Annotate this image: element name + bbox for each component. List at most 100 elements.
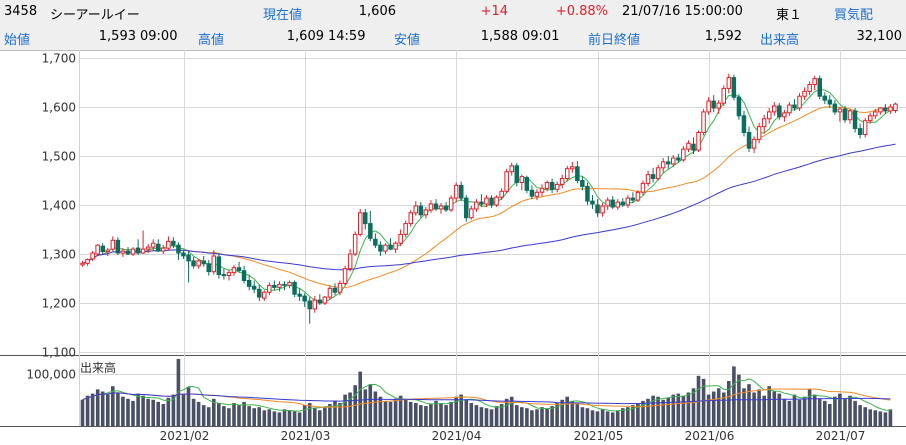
volume-bar: [737, 374, 741, 426]
volume-bar: [863, 407, 867, 426]
volume-bar: [843, 398, 847, 426]
candle-up: [453, 184, 459, 199]
volume-bar: [747, 384, 751, 426]
volume-bar: [237, 405, 241, 426]
candle-down: [741, 115, 747, 134]
volume-bar: [792, 394, 797, 426]
volume-bar: [590, 410, 595, 426]
volume-bar: [232, 403, 236, 426]
candle-down: [479, 201, 484, 205]
volume-bar: [343, 394, 347, 426]
volume-bar: [323, 407, 327, 426]
volume-bar: [671, 394, 676, 426]
candle-up: [893, 103, 898, 111]
date-tick-label: 2021/07: [816, 429, 866, 443]
volume-moving-averages: [82, 378, 891, 412]
volume-bar: [272, 411, 277, 426]
volume-bar: [661, 399, 665, 426]
volume-bar: [479, 407, 484, 426]
volume-bar: [701, 378, 706, 426]
candle-down: [100, 245, 105, 253]
volume-bar: [610, 412, 615, 426]
volume-bar: [363, 389, 368, 426]
volume-bar: [580, 407, 585, 426]
candle-up: [802, 90, 807, 97]
low-time: 09:01: [522, 29, 560, 44]
volume-bar: [873, 410, 878, 426]
candle-down: [575, 166, 580, 182]
candle-up: [262, 291, 267, 299]
candle-up: [95, 244, 100, 255]
candle-up: [166, 240, 171, 249]
candle-down: [246, 280, 252, 287]
order-book-link[interactable]: 買気配: [834, 8, 874, 23]
candle-down: [817, 78, 822, 97]
candle-up: [327, 287, 333, 298]
candle-down: [580, 180, 585, 187]
quote-datetime: 21/07/16 15:00:00: [622, 4, 743, 19]
price-tick-label: 1,700: [42, 52, 76, 66]
volume-value: 32,100: [856, 29, 903, 44]
volume-bar: [641, 400, 645, 426]
candle-down: [221, 274, 227, 277]
quote-details: 始値 1,593 09:00 高値 1,609 14:59 安値 1,588 0…: [0, 25, 906, 51]
candle-down: [378, 244, 383, 252]
candle-up: [716, 102, 721, 109]
prev-close-label: 前日終値: [588, 33, 641, 48]
volume-bar: [499, 404, 504, 426]
candle-up: [161, 247, 166, 252]
volume-bar: [555, 403, 559, 426]
stock-code: 3458: [4, 4, 38, 19]
volume-bar: [297, 412, 302, 426]
candle-down: [216, 256, 222, 275]
volume-bar: [247, 406, 251, 426]
volume-bar: [525, 408, 529, 426]
volume-bar: [489, 409, 494, 426]
open-price: 1,593: [98, 29, 136, 44]
volume-bar: [504, 398, 509, 426]
volume-bar: [171, 394, 176, 426]
candle-up: [605, 199, 610, 207]
volume-bar: [817, 398, 822, 426]
candle-up: [474, 201, 479, 210]
volume-bar: [444, 405, 448, 426]
candle-up: [145, 246, 151, 250]
volume-bar: [217, 403, 221, 426]
candle-up: [322, 296, 328, 304]
open-label: 始値: [4, 33, 31, 48]
candle-up: [438, 205, 444, 210]
high-price: 1,609: [286, 29, 324, 44]
candle-up: [615, 201, 620, 208]
candle-down: [524, 177, 530, 191]
volume-bar: [711, 391, 716, 426]
volume-bar: [878, 411, 883, 426]
volume-bar: [464, 399, 469, 426]
candle-up: [797, 95, 802, 109]
candle-up: [398, 233, 403, 244]
candle-down: [711, 100, 716, 109]
candle-down: [883, 107, 888, 112]
volume-bar: [494, 406, 499, 426]
volume-bar: [414, 403, 418, 426]
volume-bar: [449, 401, 453, 426]
candle-up: [847, 110, 853, 121]
candle-up: [494, 196, 499, 206]
volume-bar: [262, 410, 267, 426]
candle-up: [352, 233, 358, 255]
candle-up: [484, 197, 489, 205]
candle-up: [358, 212, 363, 235]
candle-up: [721, 87, 726, 104]
volume-bar: [732, 366, 736, 426]
volume-bar: [388, 401, 393, 426]
volume-bar: [201, 405, 206, 426]
candle-down: [676, 157, 681, 161]
volume-bar: [484, 408, 489, 426]
volume-bar: [439, 403, 443, 426]
candle-down: [292, 281, 297, 295]
candle-up: [110, 239, 116, 250]
volume-bar: [716, 388, 721, 426]
volume-bar: [605, 411, 610, 426]
candle-down: [156, 243, 161, 252]
price-tick-label: 1,100: [42, 346, 76, 360]
volume-bar: [106, 394, 110, 426]
